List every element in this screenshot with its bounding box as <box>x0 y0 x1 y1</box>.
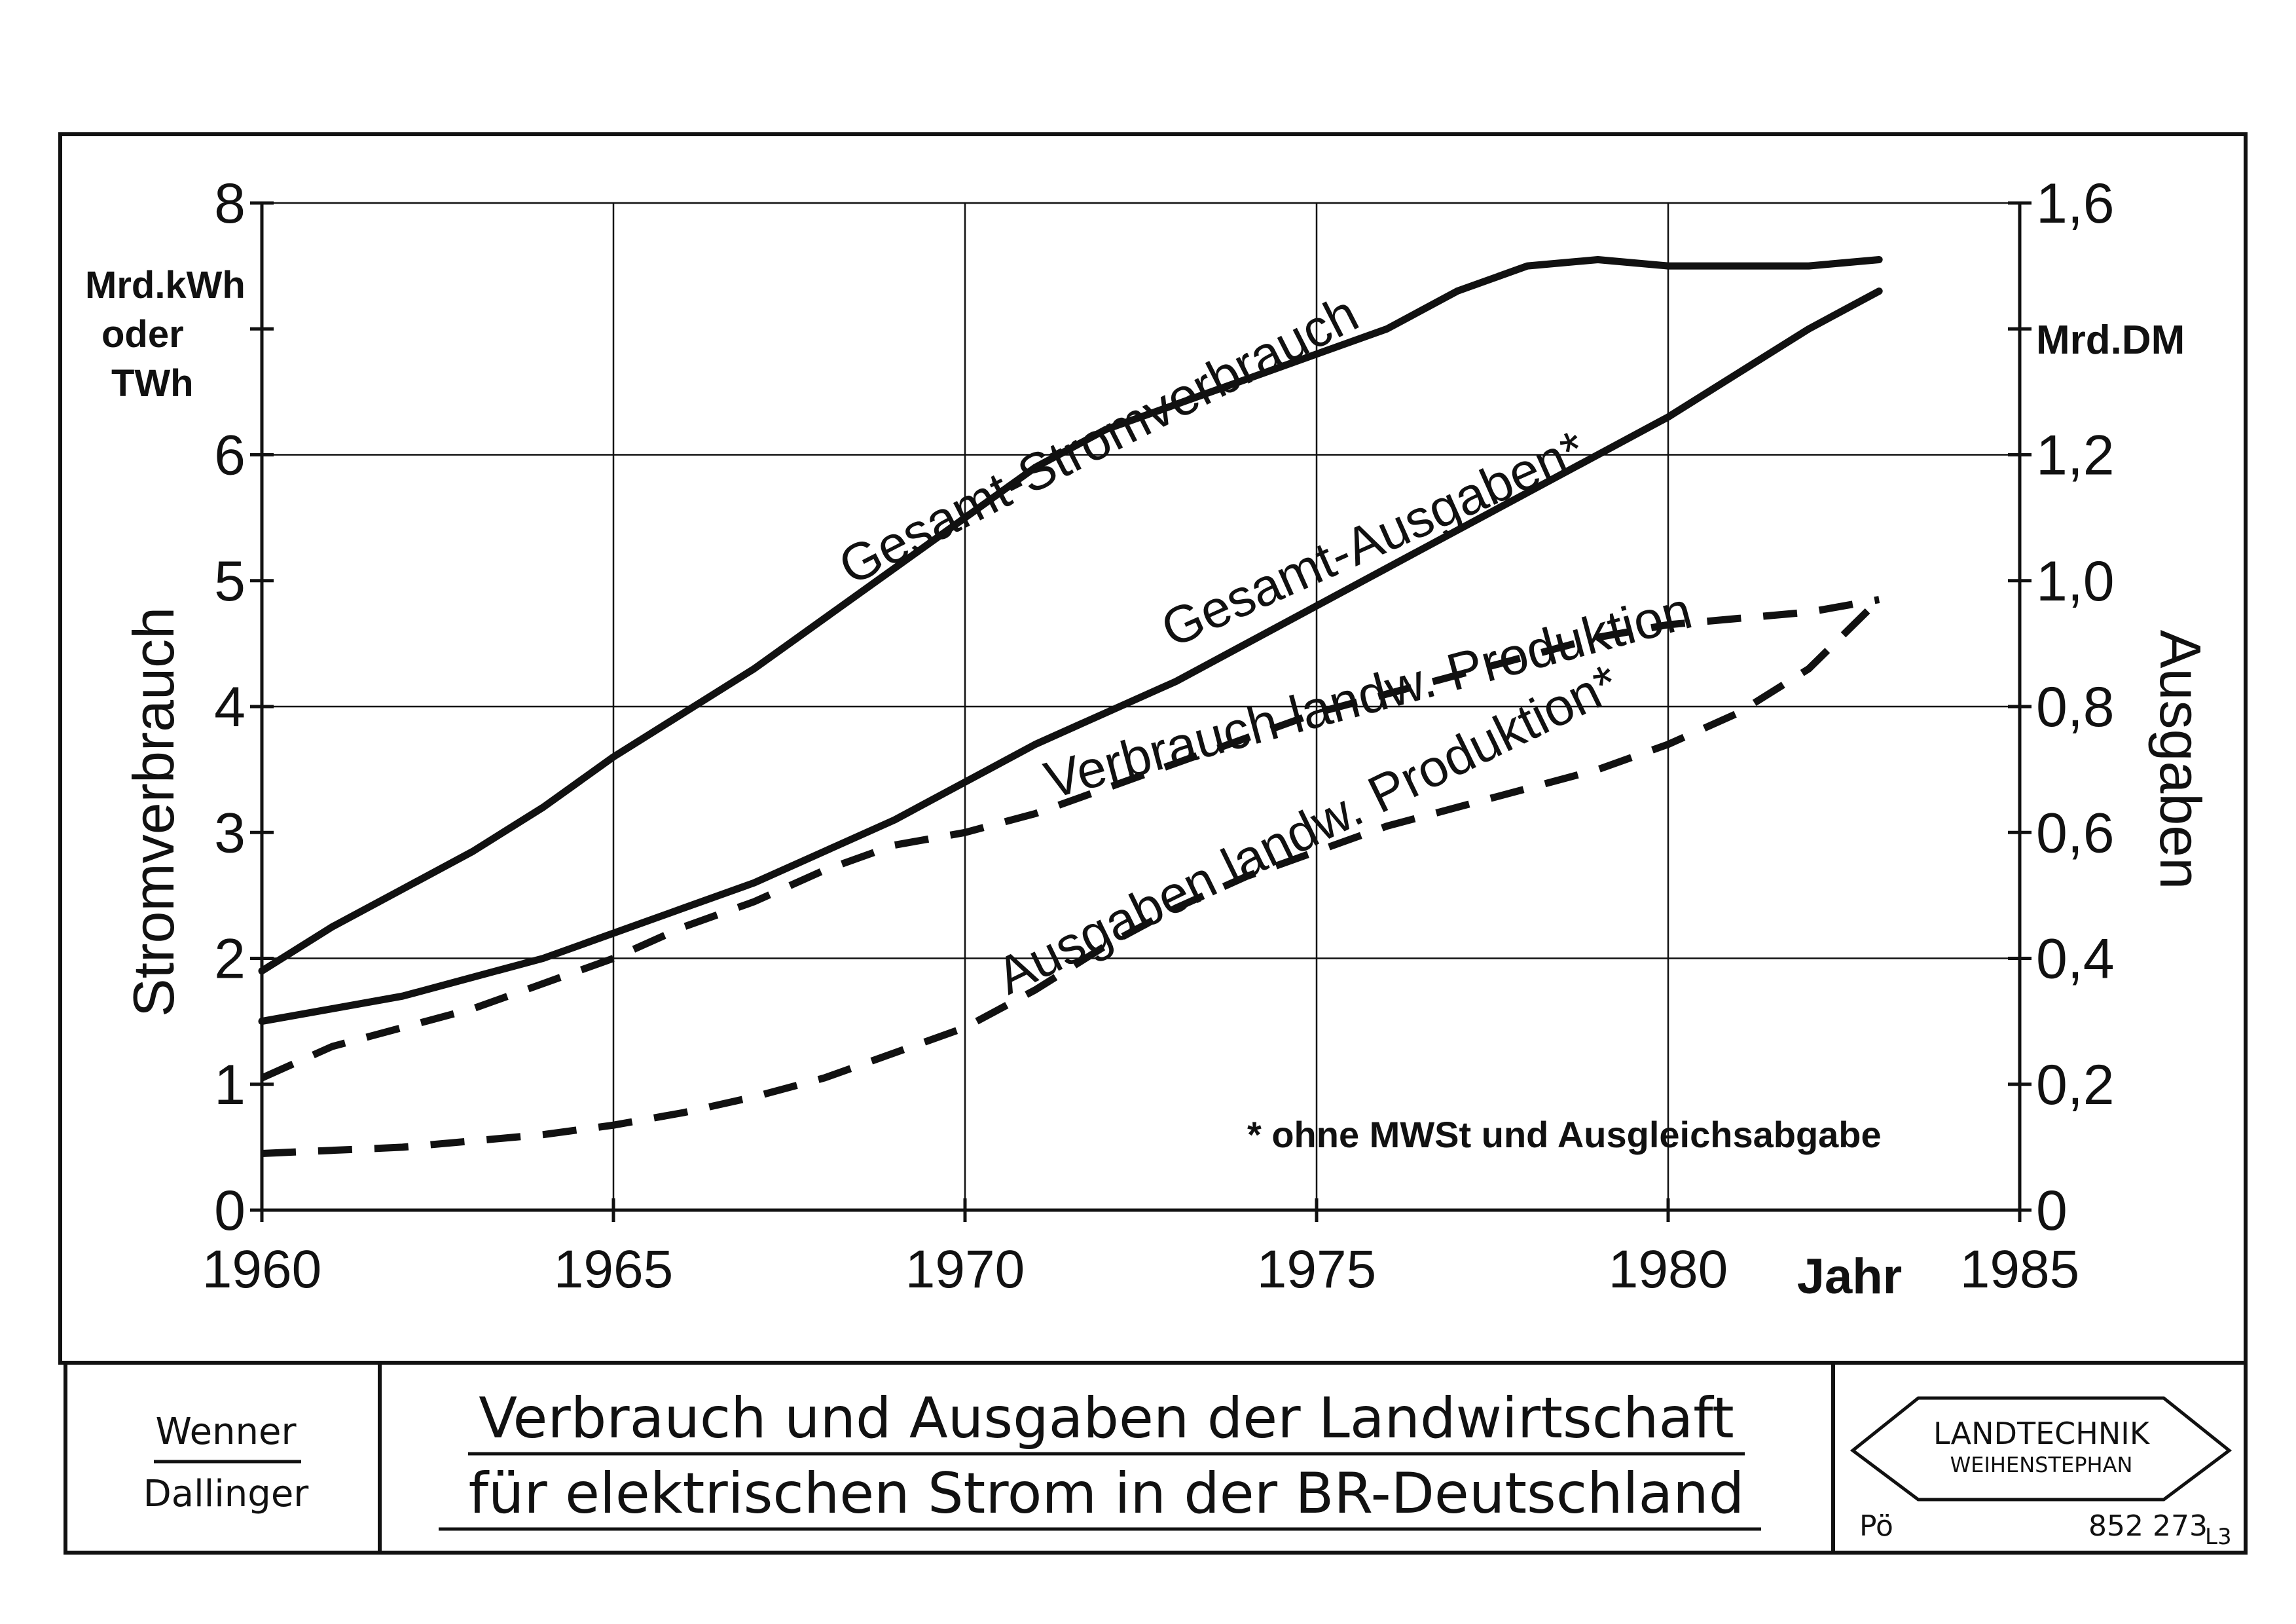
series-gesamt-ausgaben <box>258 287 1883 1025</box>
y-tick-label: 1 <box>214 1054 246 1116</box>
y-tick-label: 3 <box>214 802 246 864</box>
x-tick-label: 1985 <box>1960 1240 2079 1299</box>
y2-axis-title: Ausgaben <box>2148 630 2213 889</box>
y2-unit: Mrd.DM <box>2036 318 2185 363</box>
y2-tick-label: 0,6 <box>2036 802 2115 864</box>
y-tick-label: 5 <box>214 550 246 613</box>
series <box>258 256 1883 1157</box>
ticks: 1960 1965 1970 1975 1980 19850123456800,20,40… <box>202 172 2115 1299</box>
footnote: * ohne MWSt und Ausgleichsabgabe <box>1247 1114 1882 1155</box>
y-tick-label: 2 <box>214 928 246 991</box>
author-1: Wenner <box>155 1411 297 1453</box>
y2-tick-label: 1,6 <box>2036 172 2115 235</box>
y-tick-label: 4 <box>214 676 246 739</box>
y2-tick-label: 1,0 <box>2036 550 2115 613</box>
y-unit-line-2: oder <box>101 313 184 356</box>
x-tick-label: 1980 <box>1609 1240 1728 1299</box>
y2-tick-label: 0,2 <box>2036 1054 2115 1116</box>
footer-title-line-1: Verbrauch und Ausgaben der Landwirtschaf… <box>479 1386 1734 1451</box>
footer-code-suffix: L3 <box>2205 1524 2232 1550</box>
x-tick-label: 1965 <box>554 1240 673 1299</box>
series-ausgaben-landw-produktion <box>261 597 1882 1157</box>
footer-frame <box>64 1361 2248 1555</box>
y-tick-label: 0 <box>214 1179 246 1242</box>
y-axis-title: Stromverbrauch <box>121 607 186 1017</box>
x-tick-label: 1960 <box>202 1240 321 1299</box>
y2-tick-label: 0,8 <box>2036 676 2115 739</box>
x-tick-label: 1970 <box>905 1240 1025 1299</box>
series-verbrauch-landw-produktion <box>260 596 1880 1082</box>
y2-tick-label: 0 <box>2036 1179 2068 1242</box>
landtechnik-logo: LANDTECHNIK WEIHENSTEPHAN <box>1850 1396 2232 1502</box>
logo-text-2: WEIHENSTEPHAN <box>1950 1452 2133 1477</box>
x-tick-label: 1975 <box>1257 1240 1376 1299</box>
y2-tick-label: 1,2 <box>2036 424 2115 487</box>
x-axis-title: Jahr <box>1797 1249 1903 1304</box>
footer-initials: Pö <box>1859 1509 1893 1543</box>
logo-text-1: LANDTECHNIK <box>1933 1416 2151 1451</box>
y-unit-line-3: TWh <box>111 362 194 405</box>
gridlines <box>262 202 2020 1210</box>
y2-tick-label: 0,4 <box>2036 928 2115 991</box>
y-unit-line-1: Mrd.kWh <box>85 264 246 306</box>
footer-title-line-2: für elektrischen Strom in der BR-Deutsch… <box>469 1461 1745 1526</box>
y-tick-label: 6 <box>214 424 246 487</box>
footer-code: 852 273 <box>2088 1509 2208 1543</box>
series-gesamt-stromverbrauch <box>258 256 1883 975</box>
author-2: Dallinger <box>143 1473 310 1515</box>
y-tick-label: 8 <box>214 172 246 235</box>
